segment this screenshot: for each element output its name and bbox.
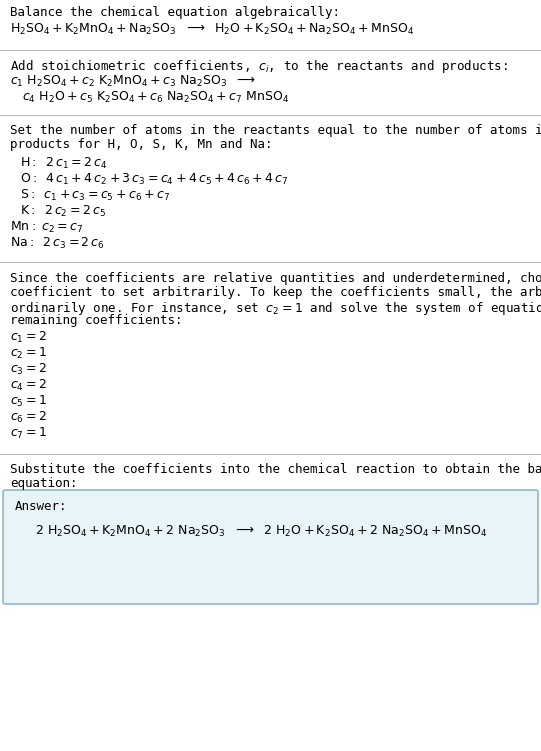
Text: $c_6 = 2$: $c_6 = 2$: [10, 410, 47, 425]
Text: Since the coefficients are relative quantities and underdetermined, choose a: Since the coefficients are relative quan…: [10, 272, 541, 285]
Text: ordinarily one. For instance, set $c_2 = 1$ and solve the system of equations fo: ordinarily one. For instance, set $c_2 =…: [10, 300, 541, 317]
Text: $c_1\ \mathrm{H_2SO_4} + c_2\ \mathrm{K_2MnO_4} + c_3\ \mathrm{Na_2SO_3}$  $\lon: $c_1\ \mathrm{H_2SO_4} + c_2\ \mathrm{K_…: [10, 74, 256, 89]
Text: $\mathrm{H_2SO_4 + K_2MnO_4 + Na_2SO_3}$  $\longrightarrow$  $\mathrm{H_2O + K_2: $\mathrm{H_2SO_4 + K_2MnO_4 + Na_2SO_3}$…: [10, 22, 414, 37]
Text: $\mathrm{Mn:}\;  c_2 = c_7$: $\mathrm{Mn:}\; c_2 = c_7$: [10, 220, 83, 235]
Text: $c_7 = 1$: $c_7 = 1$: [10, 426, 47, 441]
Text: $\mathrm{K:}\;\;  2\,c_2 = 2\,c_5$: $\mathrm{K:}\;\; 2\,c_2 = 2\,c_5$: [20, 204, 106, 219]
Text: $c_2 = 1$: $c_2 = 1$: [10, 346, 47, 361]
Text: $\mathrm{H:}\;\;  2\,c_1 = 2\,c_4$: $\mathrm{H:}\;\; 2\,c_1 = 2\,c_4$: [20, 156, 107, 171]
Text: $c_1 = 2$: $c_1 = 2$: [10, 330, 47, 345]
Text: Set the number of atoms in the reactants equal to the number of atoms in the: Set the number of atoms in the reactants…: [10, 124, 541, 137]
Text: $\mathrm{Na:}\;\;  2\,c_3 = 2\,c_6$: $\mathrm{Na:}\;\; 2\,c_3 = 2\,c_6$: [10, 236, 105, 251]
Text: $c_5 = 1$: $c_5 = 1$: [10, 394, 47, 409]
Text: $c_4\ \mathrm{H_2O} + c_5\ \mathrm{K_2SO_4} + c_6\ \mathrm{Na_2SO_4} + c_7\ \mat: $c_4\ \mathrm{H_2O} + c_5\ \mathrm{K_2SO…: [22, 90, 289, 105]
Text: coefficient to set arbitrarily. To keep the coefficients small, the arbitrary va: coefficient to set arbitrarily. To keep …: [10, 286, 541, 299]
Text: products for H, O, S, K, Mn and Na:: products for H, O, S, K, Mn and Na:: [10, 138, 273, 151]
Text: $\mathrm{O:}\;\;  4\,c_1 + 4\,c_2 + 3\,c_3 = c_4 + 4\,c_5 + 4\,c_6 + 4\,c_7$: $\mathrm{O:}\;\; 4\,c_1 + 4\,c_2 + 3\,c_…: [20, 172, 288, 187]
Text: equation:: equation:: [10, 477, 77, 490]
Text: $c_4 = 2$: $c_4 = 2$: [10, 378, 47, 393]
FancyBboxPatch shape: [3, 490, 538, 604]
Text: Answer:: Answer:: [15, 500, 68, 513]
Text: $2\ \mathrm{H_2SO_4} + \mathrm{K_2MnO_4} + 2\ \mathrm{Na_2SO_3}$  $\longrightarr: $2\ \mathrm{H_2SO_4} + \mathrm{K_2MnO_4}…: [35, 524, 487, 539]
Text: Add stoichiometric coefficients, $c_i$, to the reactants and products:: Add stoichiometric coefficients, $c_i$, …: [10, 58, 508, 75]
Text: remaining coefficients:: remaining coefficients:: [10, 314, 182, 327]
Text: $c_3 = 2$: $c_3 = 2$: [10, 362, 47, 377]
Text: Substitute the coefficients into the chemical reaction to obtain the balanced: Substitute the coefficients into the che…: [10, 463, 541, 476]
Text: $\mathrm{S:}\;\;  c_1 + c_3 = c_5 + c_6 + c_7$: $\mathrm{S:}\;\; c_1 + c_3 = c_5 + c_6 +…: [20, 188, 170, 203]
Text: Balance the chemical equation algebraically:: Balance the chemical equation algebraica…: [10, 6, 340, 19]
